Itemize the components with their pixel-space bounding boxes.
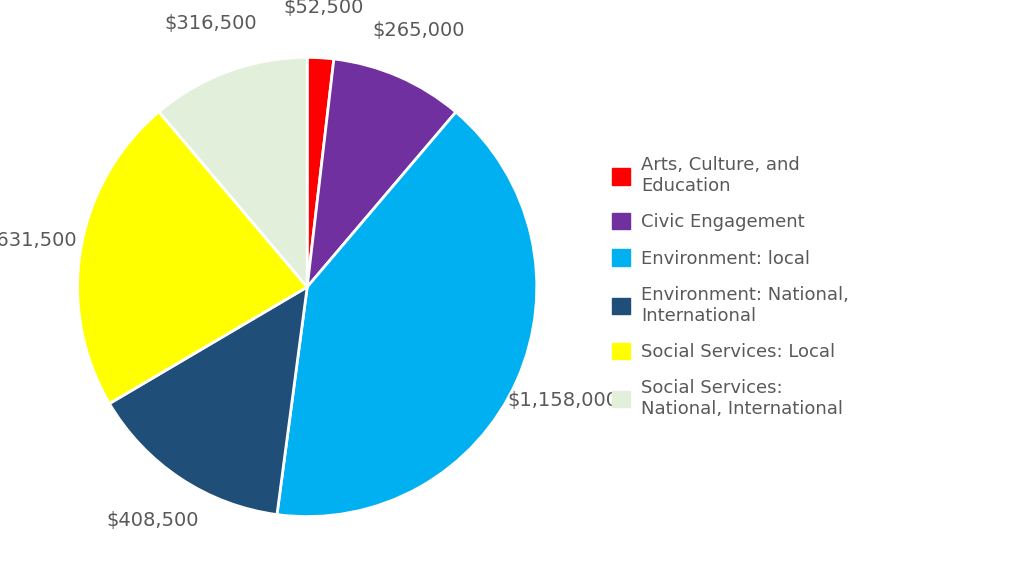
Text: $1,158,000: $1,158,000 — [508, 391, 618, 410]
Text: $631,500: $631,500 — [0, 231, 78, 250]
Wedge shape — [78, 112, 307, 404]
Legend: Arts, Culture, and
Education, Civic Engagement, Environment: local, Environment:: Arts, Culture, and Education, Civic Enga… — [603, 148, 858, 426]
Text: $408,500: $408,500 — [106, 511, 199, 530]
Wedge shape — [276, 112, 537, 517]
Wedge shape — [159, 57, 307, 287]
Wedge shape — [110, 287, 307, 515]
Wedge shape — [307, 57, 334, 287]
Text: $265,000: $265,000 — [373, 21, 465, 40]
Text: $316,500: $316,500 — [165, 14, 257, 33]
Text: $52,500: $52,500 — [284, 0, 364, 17]
Wedge shape — [307, 59, 456, 287]
